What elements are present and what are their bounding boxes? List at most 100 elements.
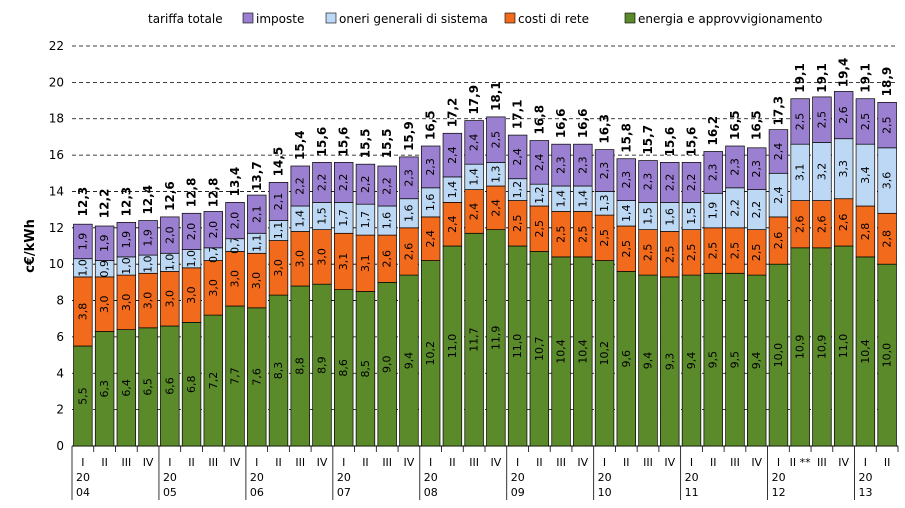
segment-value-label: 2,6 <box>772 232 785 250</box>
bar-segment <box>790 98 810 145</box>
bar-segment <box>247 194 267 234</box>
segment-value-label: 1,0 <box>142 255 155 273</box>
bar-group: 11,0 2,4 1,4 2,4 17,2 <box>442 98 463 447</box>
segment-value-label: 2,5 <box>728 242 741 260</box>
bar-group: 6,8 3,0 1,0 2,0 12,8 <box>181 178 202 447</box>
segment-value-label: 2,3 <box>642 173 655 191</box>
segment-value-label: 2,5 <box>598 229 611 247</box>
total-value-label: 15,5 <box>358 129 372 159</box>
bar-group: 11,0 2,5 1,2 2,4 17,1 <box>507 99 528 447</box>
total-value-label: 15,8 <box>619 123 633 153</box>
segment-value-label: 3,3 <box>837 160 850 178</box>
y-tick-label: 4 <box>56 366 64 380</box>
segment-value-label: 2,4 <box>772 143 785 161</box>
legend-swatch <box>504 12 516 24</box>
legend-label: oneri generali di sistema <box>339 12 488 26</box>
total-value-label: 15,6 <box>663 127 677 157</box>
segment-value-label: 2,0 <box>185 223 198 241</box>
x-tick-label: IV <box>751 456 762 469</box>
bar-group: 9,5 2,5 2,2 2,3 16,5 <box>725 110 745 447</box>
bar-segment <box>138 220 158 256</box>
segment-value-label: 11,0 <box>837 334 850 359</box>
segment-value-label: 2,4 <box>446 146 459 164</box>
legend-swatch <box>325 12 337 24</box>
bar-group: 7,2 3,0 0,7 2,0 12,8 <box>203 178 223 447</box>
total-value-label: 19,1 <box>815 63 829 93</box>
segment-value-label: 2,3 <box>576 156 589 174</box>
x-tick-label: I <box>168 456 171 469</box>
segment-value-label: 2,2 <box>381 177 394 195</box>
segment-value-label: 3,0 <box>185 286 198 304</box>
x-tick-label: I <box>864 456 867 469</box>
bar-group: 9,6 2,5 1,4 2,3 15,8 <box>616 123 636 447</box>
segment-value-label: 1,3 <box>489 165 502 183</box>
segment-value-label: 3,0 <box>142 292 155 310</box>
x-tick-label: II <box>884 456 891 469</box>
segment-value-label: 1,9 <box>142 229 155 247</box>
segment-value-label: 1,6 <box>381 212 394 230</box>
segment-value-label: 1,4 <box>468 168 481 186</box>
x-tick-label: IV <box>838 456 849 469</box>
segment-value-label: 2,5 <box>663 245 676 263</box>
segment-value-label: 10,0 <box>881 343 894 368</box>
bar-segment <box>529 140 550 185</box>
segment-value-label: 1,0 <box>185 250 198 268</box>
segment-value-label: 2,0 <box>229 212 242 230</box>
bar-segment <box>94 225 115 261</box>
bar-segment <box>181 212 202 250</box>
x-tick-label: II <box>101 456 108 469</box>
x-tick-label: III <box>121 456 131 469</box>
total-value-label: 15,9 <box>402 121 416 151</box>
bar-group: 10,4 2,5 1,4 2,3 16,6 <box>551 109 571 447</box>
x-tick-label: II <box>623 456 630 469</box>
segment-value-label: 1,3 <box>598 195 611 213</box>
segment-value-label: 2,5 <box>685 244 698 262</box>
segment-value-label: 6,8 <box>185 375 198 393</box>
segment-value-label: 2,6 <box>794 215 807 233</box>
y-tick-label: 16 <box>49 148 64 162</box>
bar-group: 10,9 2,6 3,1 2,5 19,1 <box>790 63 810 447</box>
bar-group: 9,3 2,5 1,6 2,2 15,6 <box>660 127 680 447</box>
segment-value-label: 2,4 <box>511 148 524 166</box>
x-tick-label: IV <box>143 456 154 469</box>
segment-value-label: 1,6 <box>402 205 415 223</box>
bar-group: 6,3 3,0 0,9 1,9 12,2 <box>94 189 115 447</box>
bar-group: 11,0 2,6 3,3 2,6 19,4 <box>833 58 854 447</box>
segment-value-label: 2,5 <box>859 113 872 131</box>
x-tick-label: I <box>516 456 519 469</box>
year-label-bottom: 06 <box>250 486 264 499</box>
segment-value-label: 2,2 <box>685 174 698 192</box>
x-tick-label: III <box>382 456 392 469</box>
year-label-bottom: 09 <box>511 486 525 499</box>
year-label-bottom: 07 <box>337 486 351 499</box>
total-value-label: 18,9 <box>880 67 894 97</box>
segment-value-label: 0,7 <box>229 236 242 254</box>
total-value-label: 19,1 <box>858 63 872 93</box>
x-tick-label: III <box>643 456 653 469</box>
year-label-top: 20 <box>250 471 264 484</box>
segment-value-label: 9,4 <box>402 352 415 370</box>
bar-segment <box>334 162 354 203</box>
segment-value-label: 3,1 <box>794 164 807 182</box>
total-value-label: 16,6 <box>554 109 568 139</box>
bar-segment <box>703 151 723 194</box>
segment-value-label: 11,0 <box>511 334 524 359</box>
segment-value-label: 3,0 <box>315 248 328 266</box>
segment-value-label: 1,7 <box>337 209 350 227</box>
y-tick-label: 12 <box>49 221 64 235</box>
bar-group: 9,0 2,6 1,6 2,2 15,5 <box>377 129 397 447</box>
total-value-label: 15,7 <box>641 125 655 155</box>
segment-value-label: 9,6 <box>620 350 633 368</box>
total-value-label: 16,5 <box>750 110 764 140</box>
y-tick-label: 0 <box>56 439 64 453</box>
x-axis: I II III IV I II III IV I II III IV I II III IV I II III IV… <box>71 446 899 500</box>
x-tick-label: IV <box>490 456 501 469</box>
segment-value-label: 1,9 <box>707 202 720 220</box>
x-tick-label: I <box>429 456 432 469</box>
total-value-label: 15,6 <box>315 127 329 157</box>
bar-group: 8,9 3,0 1,5 2,2 15,6 <box>312 127 332 447</box>
total-value-label: 12,6 <box>163 181 177 211</box>
segment-value-label: 2,2 <box>315 174 328 192</box>
segment-value-label: 2,6 <box>815 215 828 233</box>
segment-value-label: 3,0 <box>207 279 220 297</box>
